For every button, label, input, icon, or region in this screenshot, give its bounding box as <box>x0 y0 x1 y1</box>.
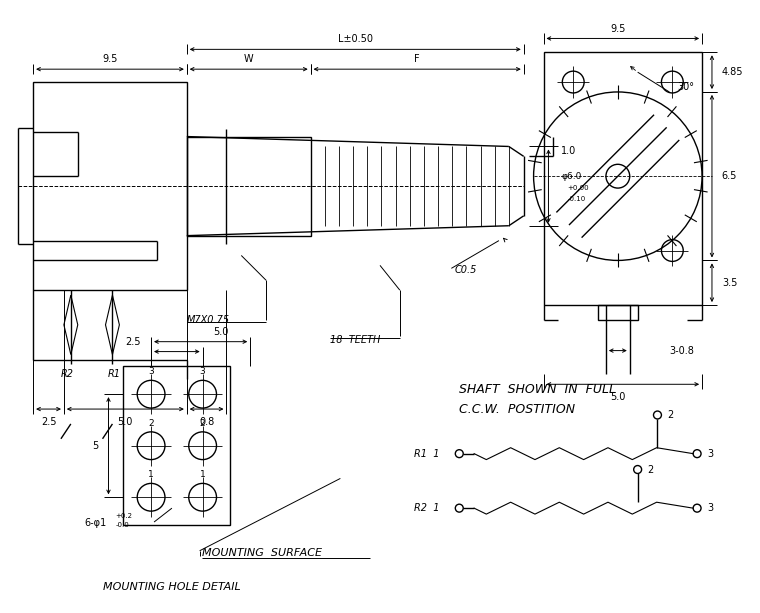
Text: 1: 1 <box>200 470 205 479</box>
Text: R2  1: R2 1 <box>414 503 439 513</box>
Text: C.C.W.  POSTITION: C.C.W. POSTITION <box>459 403 575 416</box>
Text: MOUNTING HOLE DETAIL: MOUNTING HOLE DETAIL <box>103 582 240 592</box>
Text: -0.10: -0.10 <box>567 196 585 202</box>
Text: W: W <box>244 55 254 64</box>
Text: 2: 2 <box>148 419 154 428</box>
Text: SHAFT  SHOWN  IN  FULL: SHAFT SHOWN IN FULL <box>459 383 616 396</box>
Text: 1.0: 1.0 <box>562 147 577 156</box>
Text: 3.5: 3.5 <box>722 278 737 287</box>
Text: 0.8: 0.8 <box>199 417 214 427</box>
Text: 3: 3 <box>200 367 205 376</box>
Text: R1: R1 <box>108 370 121 379</box>
Text: R2: R2 <box>60 370 74 379</box>
Bar <box>187 137 311 235</box>
Text: 3-0.8: 3-0.8 <box>670 346 694 356</box>
Text: 2: 2 <box>648 465 654 474</box>
Text: M7X0.75: M7X0.75 <box>187 315 230 325</box>
Text: 5.0: 5.0 <box>213 327 228 337</box>
Text: F: F <box>414 55 420 64</box>
Text: 1: 1 <box>148 470 154 479</box>
Text: L±0.50: L±0.50 <box>337 34 372 44</box>
Text: 5: 5 <box>92 441 99 451</box>
Text: 30°: 30° <box>677 82 695 92</box>
Bar <box>33 82 187 290</box>
Text: 5.0: 5.0 <box>118 417 133 427</box>
Text: +0.2: +0.2 <box>116 513 132 519</box>
Text: 9.5: 9.5 <box>610 23 625 34</box>
Text: -0.0: -0.0 <box>116 522 129 528</box>
Text: 3: 3 <box>148 367 154 376</box>
Text: 2.5: 2.5 <box>41 417 56 427</box>
Text: MOUNTING  SURFACE: MOUNTING SURFACE <box>201 548 321 558</box>
Text: 2.5: 2.5 <box>125 337 141 347</box>
Bar <box>123 367 230 525</box>
Text: 5.0: 5.0 <box>610 392 625 402</box>
Text: 2: 2 <box>667 410 673 420</box>
Text: φ6.0: φ6.0 <box>562 172 581 181</box>
Polygon shape <box>64 295 78 354</box>
Polygon shape <box>106 295 119 354</box>
Text: 4.85: 4.85 <box>722 67 743 77</box>
Text: 3: 3 <box>707 503 713 513</box>
Text: 3: 3 <box>707 449 713 459</box>
Bar <box>598 305 638 320</box>
Bar <box>543 52 702 305</box>
Text: R1  1: R1 1 <box>414 449 439 459</box>
Text: 18  TEETH: 18 TEETH <box>331 335 381 345</box>
Text: C0.5: C0.5 <box>454 265 477 275</box>
Text: 6.5: 6.5 <box>722 171 737 181</box>
Text: 6-φ1: 6-φ1 <box>84 518 107 528</box>
Text: 9.5: 9.5 <box>103 55 118 64</box>
Text: +0.00: +0.00 <box>567 185 589 191</box>
Text: 2: 2 <box>200 419 205 428</box>
